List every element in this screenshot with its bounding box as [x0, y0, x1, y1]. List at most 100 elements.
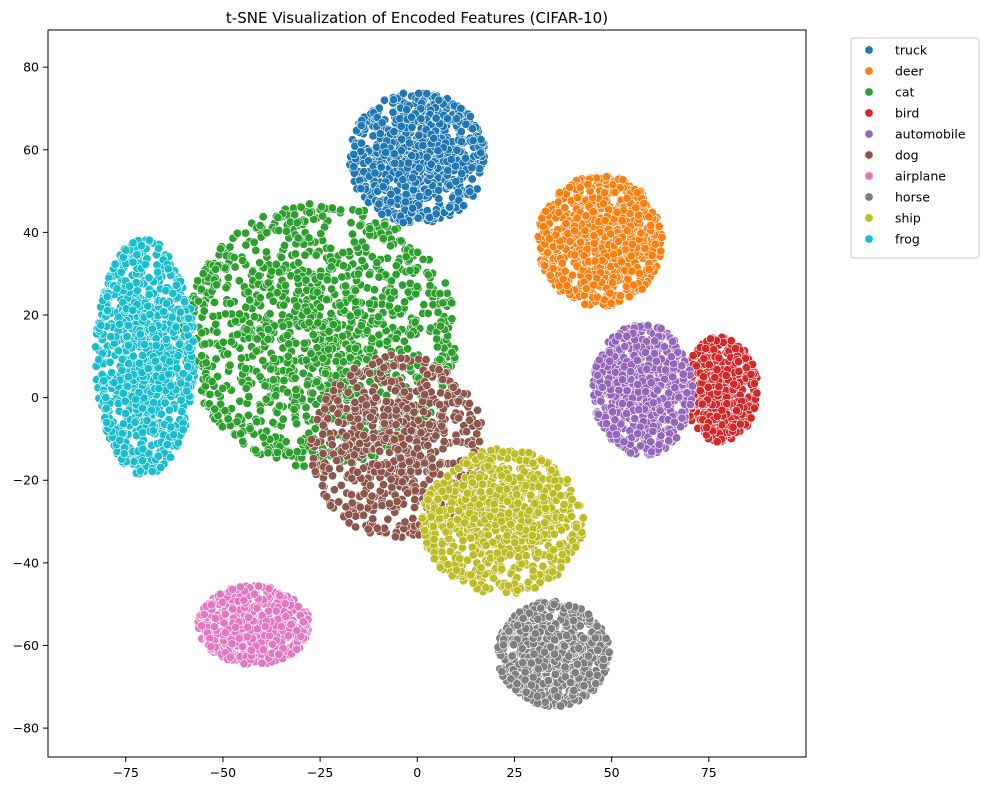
point-dog: [375, 446, 385, 456]
point-cat: [255, 293, 265, 303]
point-cat: [276, 252, 286, 262]
point-cat: [280, 280, 290, 290]
point-deer: [557, 258, 567, 268]
point-dog: [365, 480, 375, 490]
point-deer: [613, 236, 623, 246]
point-cat: [198, 269, 208, 279]
chart-title: t-SNE Visualization of Encoded Features …: [226, 9, 608, 27]
point-automobile: [610, 415, 620, 425]
point-truck: [452, 145, 462, 155]
point-cat: [411, 289, 421, 299]
point-cat: [292, 447, 302, 457]
series-deer: [533, 172, 667, 311]
point-dog: [335, 380, 345, 390]
point-dog: [367, 491, 377, 501]
point-cat: [397, 280, 407, 290]
point-deer: [598, 199, 608, 209]
point-automobile: [641, 387, 651, 397]
point-dog: [437, 421, 447, 431]
point-dog: [340, 441, 350, 451]
point-cat: [232, 228, 242, 238]
point-automobile: [619, 437, 629, 447]
point-cat: [299, 338, 309, 348]
point-bird: [726, 336, 736, 346]
point-cat: [300, 250, 310, 260]
point-deer: [657, 232, 667, 242]
point-dog: [421, 355, 431, 365]
point-automobile: [613, 331, 623, 341]
point-cat: [265, 309, 275, 319]
point-automobile: [614, 385, 624, 395]
point-cat: [223, 414, 233, 424]
point-truck: [426, 159, 436, 169]
point-deer: [656, 246, 666, 256]
point-automobile: [608, 407, 618, 417]
point-truck: [434, 95, 444, 105]
point-dog: [350, 397, 360, 407]
point-dog: [464, 398, 474, 408]
point-bird: [728, 422, 738, 432]
point-truck: [465, 112, 475, 122]
point-deer: [565, 182, 575, 192]
point-cat: [225, 298, 235, 308]
point-dog: [395, 453, 405, 463]
point-dog: [404, 457, 414, 467]
point-cat: [207, 376, 217, 386]
point-cat: [400, 297, 410, 307]
point-automobile: [678, 369, 688, 379]
point-cat: [221, 309, 231, 319]
point-cat: [290, 249, 300, 259]
point-cat: [271, 391, 281, 401]
point-cat: [355, 221, 365, 231]
point-truck: [423, 188, 433, 198]
point-cat: [258, 212, 268, 222]
point-deer: [583, 180, 593, 190]
point-automobile: [650, 336, 660, 346]
point-cat: [302, 306, 312, 316]
point-deer: [637, 284, 647, 294]
point-cat: [251, 245, 261, 255]
point-cat: [221, 283, 231, 293]
point-truck: [356, 184, 366, 194]
point-cat: [305, 199, 315, 209]
point-dog: [333, 409, 343, 419]
point-deer: [617, 216, 627, 226]
point-cat: [338, 331, 348, 341]
point-dog: [325, 501, 335, 511]
point-dog: [413, 415, 423, 425]
point-dog: [392, 496, 402, 506]
point-deer: [629, 280, 639, 290]
point-cat: [365, 224, 375, 234]
point-truck: [456, 104, 466, 114]
point-cat: [391, 333, 401, 343]
point-dog: [318, 449, 328, 459]
point-dog: [318, 420, 328, 430]
point-dog: [381, 396, 391, 406]
point-truck: [377, 209, 387, 219]
point-truck: [476, 148, 486, 158]
point-cat: [238, 255, 248, 265]
point-truck: [461, 153, 471, 163]
point-bird: [712, 437, 722, 447]
point-cat: [281, 437, 291, 447]
point-automobile: [592, 370, 602, 380]
point-dog: [329, 485, 339, 495]
point-deer: [622, 193, 632, 203]
point-dog: [321, 394, 331, 404]
point-cat: [268, 417, 278, 427]
point-bird: [722, 399, 732, 409]
point-cat: [374, 272, 384, 282]
point-dog: [320, 404, 330, 414]
point-truck: [407, 122, 417, 132]
point-dog: [346, 490, 356, 500]
point-cat: [296, 202, 306, 212]
point-cat: [263, 334, 273, 344]
point-truck: [398, 88, 408, 98]
point-cat: [389, 287, 399, 297]
point-automobile: [605, 356, 615, 366]
point-cat: [275, 401, 285, 411]
point-automobile: [617, 375, 627, 385]
point-automobile: [597, 382, 607, 392]
point-automobile: [650, 348, 660, 358]
point-cat: [238, 436, 248, 446]
